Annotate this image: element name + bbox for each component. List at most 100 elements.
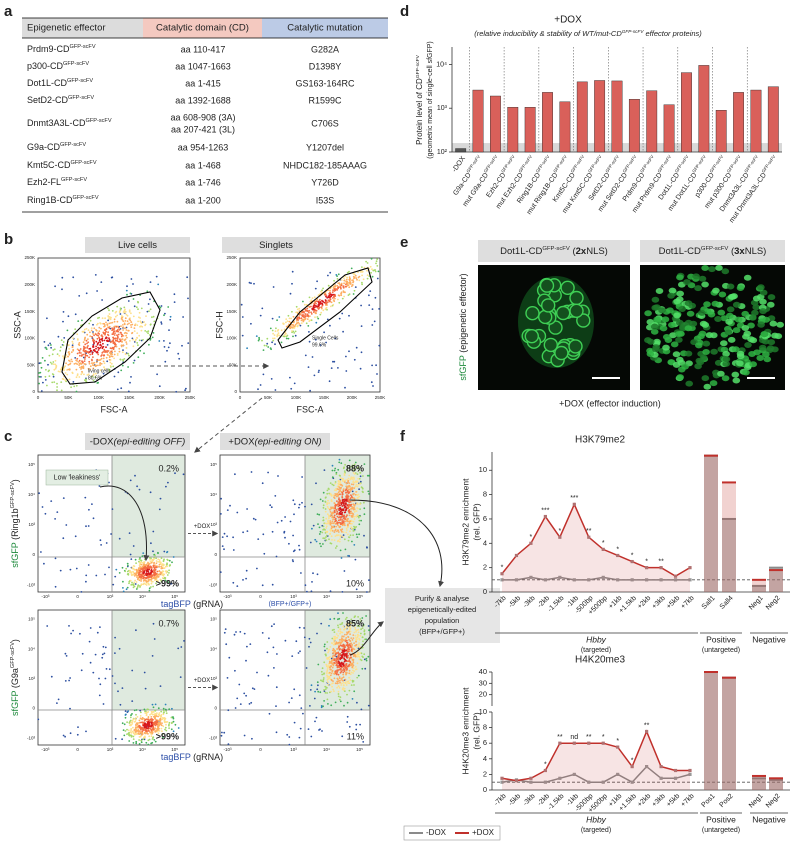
nucleus <box>742 325 750 331</box>
event-dot <box>131 582 133 584</box>
nucleus <box>770 321 778 327</box>
event-dot <box>250 323 252 325</box>
event-dot <box>126 588 128 590</box>
text-run: Dot1L-CD <box>659 246 701 257</box>
event-dot <box>49 343 51 345</box>
event-dot <box>331 539 333 541</box>
event-dot <box>164 361 166 363</box>
event-dot <box>328 516 330 518</box>
superscript: GFP-scFV <box>701 246 728 252</box>
event-dot <box>355 559 357 561</box>
event-dot <box>78 376 80 378</box>
event-dot <box>355 286 357 288</box>
event-dot <box>355 637 357 639</box>
event-dot <box>64 365 66 367</box>
data-point <box>587 536 590 539</box>
event-dot <box>338 627 340 629</box>
event-dot <box>101 358 103 360</box>
event-dot <box>314 539 316 541</box>
event-dot <box>132 727 134 729</box>
event-dot <box>340 684 342 686</box>
event-dot <box>323 700 325 702</box>
event-dot <box>144 720 146 722</box>
event-dot <box>337 682 339 684</box>
event-dot <box>341 662 343 664</box>
nucleus <box>759 308 767 314</box>
event-dot <box>295 335 297 337</box>
event-dot <box>367 491 369 493</box>
event-dot <box>50 362 52 364</box>
event-dot <box>317 691 319 693</box>
event-dot <box>132 339 134 341</box>
event-dot <box>88 356 90 358</box>
event-dot <box>71 361 73 363</box>
text-run: SetD2-CD <box>27 95 69 105</box>
event-dot <box>332 530 334 532</box>
gate-name: Single Cells <box>312 335 339 341</box>
event-dot <box>342 536 344 538</box>
event-dot <box>152 550 154 552</box>
event-dot <box>82 653 84 655</box>
event-dot <box>100 323 102 325</box>
event-dot <box>114 318 116 320</box>
event-dot <box>301 322 303 324</box>
event-dot <box>124 312 126 314</box>
event-dot <box>85 731 87 733</box>
data-point <box>500 777 503 780</box>
event-dot <box>301 317 303 319</box>
event-dot <box>133 298 135 300</box>
event-dot <box>343 280 345 282</box>
event-dot <box>330 665 332 667</box>
event-dot <box>299 694 301 696</box>
data-point <box>645 730 648 733</box>
event-dot <box>104 334 106 336</box>
event-dot <box>112 366 114 368</box>
event-dot <box>355 724 357 726</box>
event-dot <box>55 365 57 367</box>
event-dot <box>92 352 94 354</box>
event-dot <box>271 341 273 343</box>
nucleus <box>757 284 765 290</box>
quadrant-percent: 11% <box>347 731 364 741</box>
event-dot <box>325 501 327 503</box>
event-dot <box>49 375 51 377</box>
event-dot <box>107 324 109 326</box>
event-dot <box>357 485 359 487</box>
x-tick-label: 10³ <box>107 747 114 752</box>
nucleus <box>694 285 702 291</box>
purify-text: (BFP+/GFP+) <box>419 627 465 636</box>
event-dot <box>130 558 132 560</box>
event-dot <box>291 330 293 332</box>
event-dot <box>63 735 65 737</box>
event-dot <box>51 363 53 365</box>
event-dot <box>290 388 292 390</box>
event-dot <box>334 497 336 499</box>
event-dot <box>356 534 358 536</box>
event-dot <box>348 315 350 317</box>
event-dot <box>269 504 271 506</box>
text-run: 3x <box>734 246 745 257</box>
event-dot <box>112 508 114 510</box>
event-dot <box>45 369 47 371</box>
event-dot <box>261 340 263 342</box>
event-dot <box>363 535 365 537</box>
event-dot <box>76 358 78 360</box>
event-dot <box>314 691 316 693</box>
event-dot <box>112 310 114 312</box>
event-dot <box>61 288 63 290</box>
event-dot <box>363 653 365 655</box>
nucleus <box>733 302 741 308</box>
event-dot <box>324 644 326 646</box>
purify-text: epigenetically-edited <box>408 605 476 614</box>
event-dot <box>174 301 176 303</box>
event-dot <box>258 340 260 342</box>
event-dot <box>148 735 150 737</box>
event-dot <box>306 667 308 669</box>
nucleus <box>673 362 681 368</box>
event-dot <box>343 296 345 298</box>
text-run: (gRNA) <box>191 599 224 609</box>
event-dot <box>136 324 138 326</box>
event-dot <box>322 667 324 669</box>
event-dot <box>84 353 86 355</box>
event-dot <box>97 354 99 356</box>
